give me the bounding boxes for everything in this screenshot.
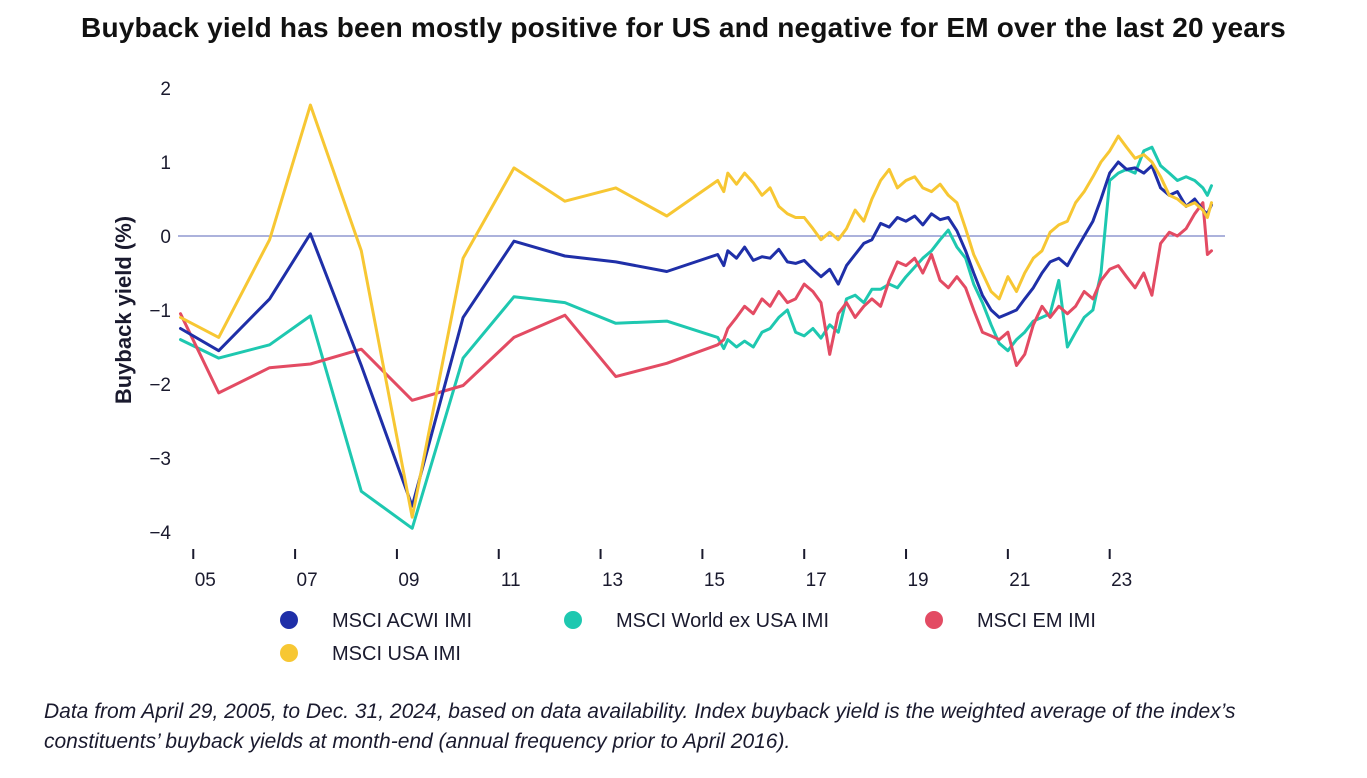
y-tick-label: 2 (160, 79, 171, 100)
legend-marker-msci-usa-imi (280, 644, 298, 662)
x-tick-label: 05 (195, 570, 216, 591)
x-tick-label: 17 (806, 570, 827, 591)
chart-title: Buyback yield has been mostly positive f… (81, 12, 1286, 43)
legend-marker-msci-world-ex-usa-imi (564, 611, 582, 629)
series-line-msci-acwi-imi (179, 160, 1213, 508)
legend-label-msci-em-imi: MSCI EM IMI (977, 610, 1096, 632)
y-axis: Buyback yield (%) 2 1 0 −1 −2 −3 −4 (111, 79, 171, 544)
series-line-msci-em-imi (179, 201, 1213, 402)
line-chart: Buyback yield (%) 210−1−2−3−4 05 07 09 11 13… (111, 79, 1225, 665)
series-line-msci-world-ex-usa-imi (179, 145, 1213, 530)
y-axis-title: Buyback yield (%) (111, 216, 136, 404)
x-axis: 05 07 09 11 13 15 17 19 21 23 (192, 549, 1132, 591)
y-tick-label: −2 (149, 375, 171, 396)
x-tick-label: 11 (501, 570, 521, 591)
x-tick-label: 23 (1111, 570, 1132, 591)
x-tick-label: 21 (1009, 570, 1030, 591)
x-tick-label: 07 (297, 570, 318, 591)
y-tick-label: −1 (149, 301, 171, 322)
x-tick-label: 15 (704, 570, 725, 591)
legend-marker-msci-em-imi (925, 611, 943, 629)
legend-label-msci-world-ex-usa-imi: MSCI World ex USA IMI (616, 610, 829, 632)
legend: MSCI ACWI IMI MSCI World ex USA IMI MSCI E… (280, 610, 1096, 665)
y-tick-label: 1 (160, 153, 171, 174)
x-tick-label: 09 (398, 570, 419, 591)
series-lines (179, 103, 1213, 530)
series-line-msci-usa-imi (179, 103, 1213, 519)
x-tick-label: 19 (907, 570, 928, 591)
y-tick-label: 0 (160, 227, 171, 248)
x-tick-label: 13 (602, 570, 623, 591)
legend-marker-msci-acwi-imi (280, 611, 298, 629)
y-tick-label: −4 (149, 523, 171, 544)
y-tick-label: −3 (149, 449, 171, 470)
legend-label-msci-usa-imi: MSCI USA IMI (332, 643, 461, 665)
legend-label-msci-acwi-imi: MSCI ACWI IMI (332, 610, 472, 632)
chart-footnote: Data from April 29, 2005, to Dec. 31, 20… (44, 700, 1236, 753)
